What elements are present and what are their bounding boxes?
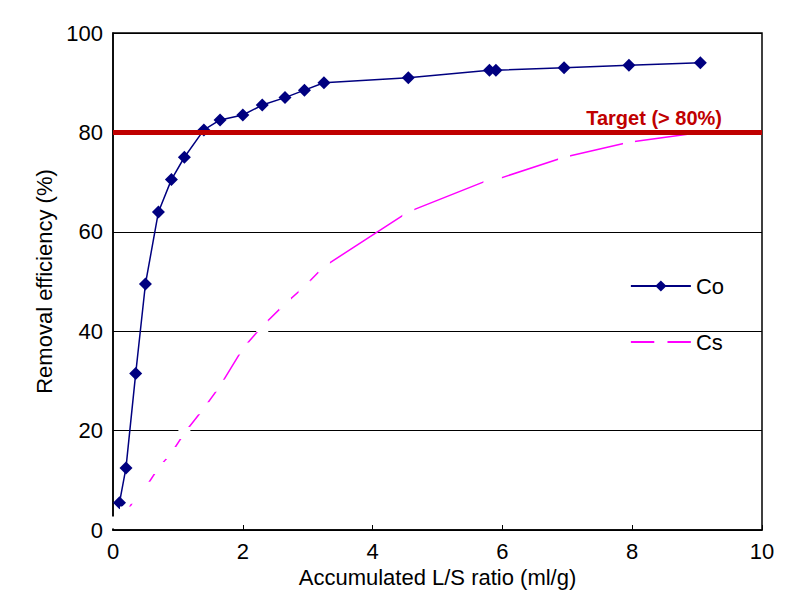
svg-text:80: 80 — [79, 120, 103, 145]
svg-text:10: 10 — [750, 539, 774, 564]
svg-text:Cs: Cs — [696, 330, 723, 355]
svg-text:2: 2 — [237, 539, 249, 564]
svg-text:20: 20 — [79, 418, 103, 443]
svg-text:6: 6 — [496, 539, 508, 564]
svg-text:Co: Co — [696, 274, 724, 299]
svg-text:40: 40 — [79, 319, 103, 344]
svg-text:100: 100 — [66, 21, 103, 46]
svg-text:0: 0 — [107, 539, 119, 564]
svg-text:Target (> 80%): Target (> 80%) — [586, 107, 722, 129]
svg-text:8: 8 — [626, 539, 638, 564]
svg-text:60: 60 — [79, 219, 103, 244]
svg-text:4: 4 — [366, 539, 378, 564]
svg-text:Accumulated L/S ratio (ml/g): Accumulated L/S ratio (ml/g) — [299, 565, 577, 590]
svg-text:0: 0 — [91, 518, 103, 543]
svg-text:Removal efficiency (%): Removal efficiency (%) — [32, 169, 57, 394]
